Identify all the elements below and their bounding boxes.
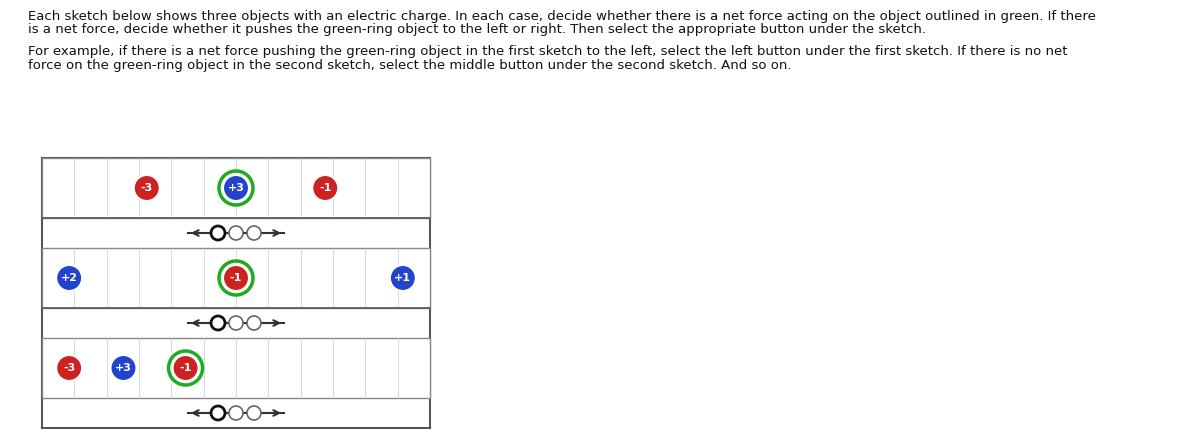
Bar	[42, 248, 430, 308]
Circle shape	[56, 355, 82, 381]
Circle shape	[211, 226, 226, 240]
Text: -3: -3	[140, 183, 152, 193]
Text: -1: -1	[179, 363, 192, 373]
Bar	[42, 158, 430, 428]
Bar	[42, 338, 430, 398]
Circle shape	[390, 265, 416, 291]
Circle shape	[56, 265, 82, 291]
Circle shape	[247, 316, 262, 330]
Circle shape	[110, 355, 137, 381]
Circle shape	[312, 175, 338, 201]
Text: +1: +1	[395, 273, 412, 283]
Circle shape	[247, 406, 262, 420]
Text: -1: -1	[319, 183, 331, 193]
Circle shape	[211, 316, 226, 330]
Circle shape	[223, 175, 250, 201]
Circle shape	[223, 265, 250, 291]
Circle shape	[133, 175, 160, 201]
Circle shape	[247, 226, 262, 240]
Text: +3: +3	[228, 183, 245, 193]
Circle shape	[229, 226, 242, 240]
Text: +3: +3	[115, 363, 132, 373]
Text: is a net force, decide whether it pushes the green-ring object to the left or ri: is a net force, decide whether it pushes…	[28, 24, 926, 36]
Text: -3: -3	[64, 363, 76, 373]
Bar	[42, 158, 430, 218]
Circle shape	[173, 355, 198, 381]
Circle shape	[229, 406, 242, 420]
Text: -1: -1	[230, 273, 242, 283]
Text: Each sketch below shows three objects with an electric charge. In each case, dec: Each sketch below shows three objects wi…	[28, 10, 1096, 23]
Text: force on the green-ring object in the second sketch, select the middle button un: force on the green-ring object in the se…	[28, 59, 792, 71]
Circle shape	[229, 316, 242, 330]
Text: For example, if there is a net force pushing the green-ring object in the first : For example, if there is a net force pus…	[28, 45, 1068, 58]
Circle shape	[211, 406, 226, 420]
Text: +2: +2	[61, 273, 78, 283]
